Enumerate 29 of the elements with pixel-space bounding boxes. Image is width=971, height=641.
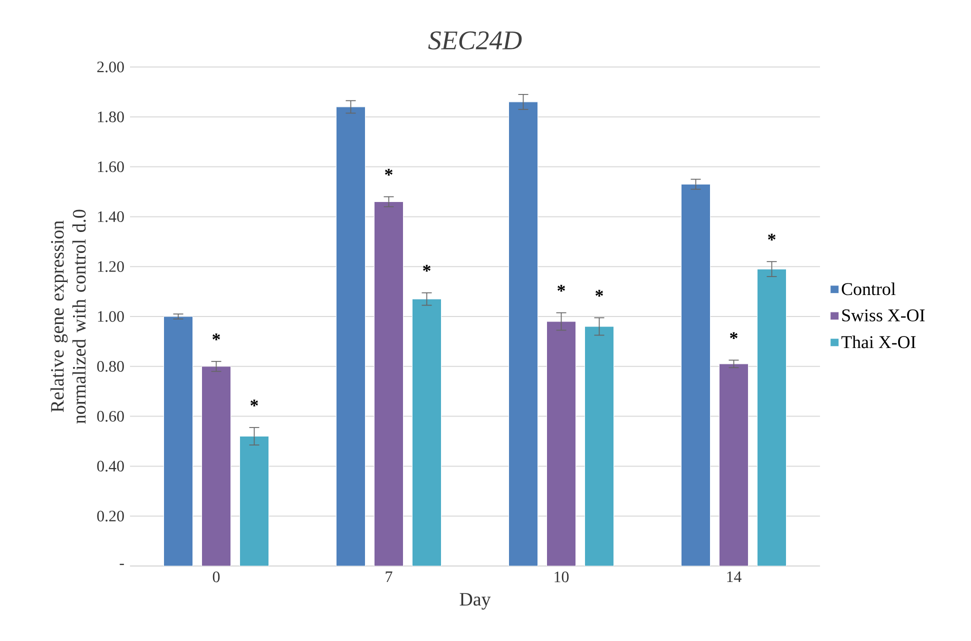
- data-label: *: [385, 168, 392, 176]
- x-tick-label: 7: [386, 572, 392, 582]
- data-label: *: [768, 234, 776, 240]
- legend-label: Thai X-OI: [841, 336, 916, 348]
- y-tick-label: 1.60: [98, 161, 124, 172]
- y-tick-label: 0.20: [97, 510, 124, 522]
- data-label: *: [596, 290, 603, 297]
- y-tick-label: 0.80: [97, 360, 124, 372]
- y-tick-label: 1.80: [98, 111, 124, 122]
- y-tick-label: 0.60: [97, 410, 124, 422]
- chart-title: SEC24D: [428, 31, 522, 50]
- data-label: *: [423, 264, 430, 272]
- y-tick-label: 1.20: [98, 261, 124, 272]
- y-tick-label: 1.40: [98, 211, 124, 222]
- y-tick-label: 2.00: [97, 62, 124, 72]
- x-tick-label: 10: [554, 572, 569, 582]
- data-label: *: [730, 332, 738, 339]
- y-tick-label: 0.40: [97, 460, 124, 472]
- y-axis-title: Relative gene expression normalized with control d.0: [50, 210, 86, 424]
- y-tick-label: -: [120, 564, 124, 566]
- x-axis-title: Day: [460, 593, 491, 610]
- y-tick-label: 1.00: [98, 311, 124, 322]
- x-tick-label: 14: [727, 572, 742, 582]
- data-label: *: [212, 333, 220, 340]
- data-label: *: [558, 284, 565, 292]
- legend-label: Control: [842, 282, 896, 296]
- legend-label: Swiss X-OI: [842, 309, 925, 322]
- x-tick-label: 0: [212, 572, 220, 582]
- data-label: *: [250, 400, 258, 406]
